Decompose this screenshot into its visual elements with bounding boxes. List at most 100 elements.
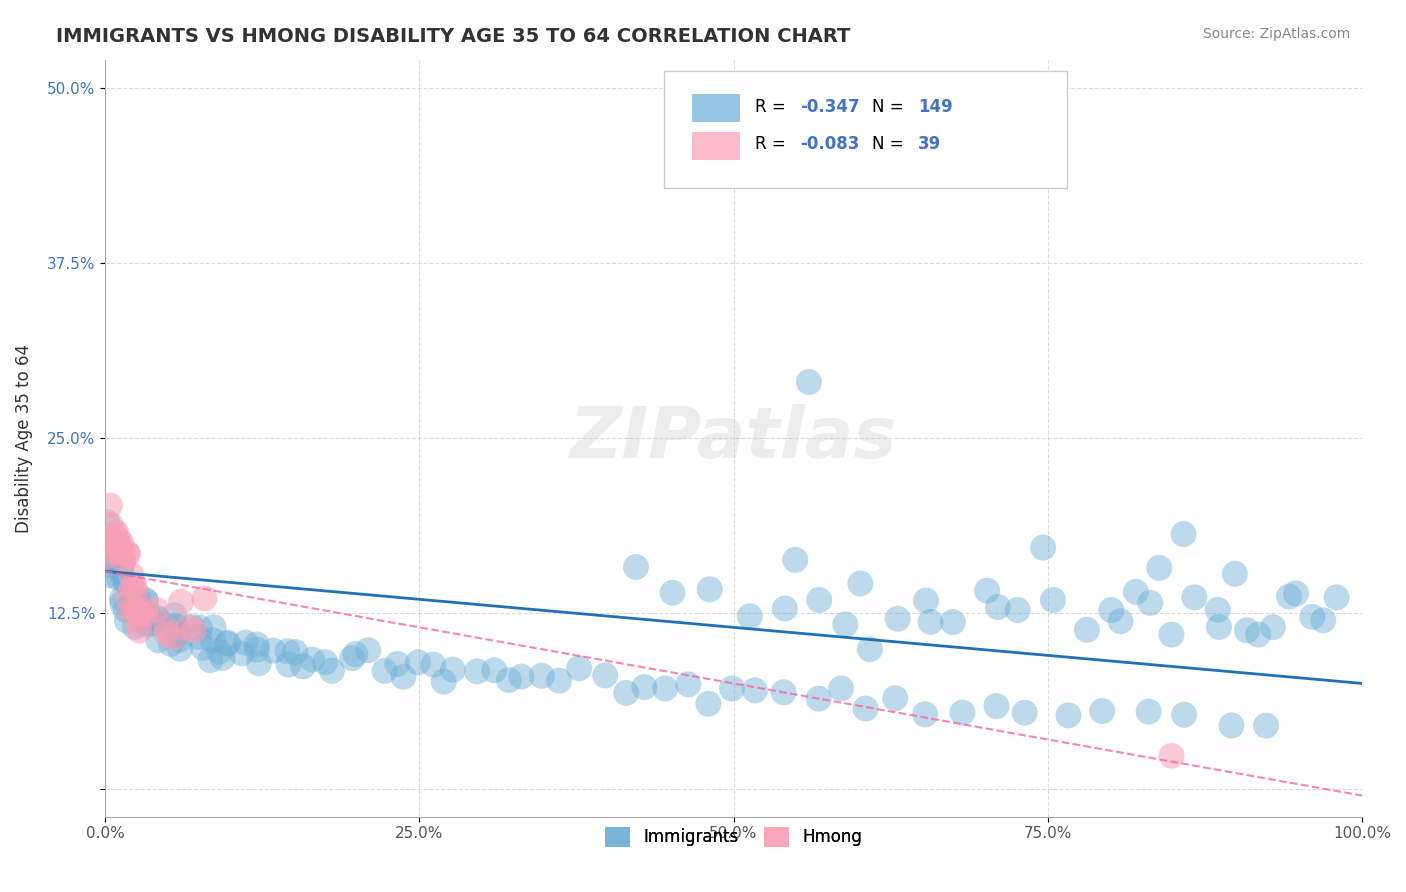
Point bbox=[169, 632, 191, 647]
Point bbox=[661, 586, 683, 600]
Point bbox=[1261, 620, 1284, 634]
Point bbox=[422, 657, 444, 672]
Text: 149: 149 bbox=[918, 97, 953, 116]
Point bbox=[111, 556, 134, 570]
Point bbox=[217, 637, 239, 651]
Point bbox=[98, 568, 121, 582]
Point bbox=[1149, 561, 1171, 575]
Point bbox=[246, 642, 269, 657]
Point bbox=[1139, 596, 1161, 610]
Point bbox=[530, 669, 553, 683]
Point bbox=[772, 685, 794, 699]
Point bbox=[129, 608, 152, 623]
Point bbox=[134, 607, 156, 622]
Point bbox=[284, 645, 307, 659]
Point bbox=[145, 603, 167, 617]
Point bbox=[1236, 624, 1258, 638]
Point bbox=[115, 575, 138, 590]
Point bbox=[100, 517, 122, 532]
Point bbox=[181, 620, 204, 634]
Point bbox=[183, 624, 205, 638]
Point bbox=[593, 668, 616, 682]
Point bbox=[314, 655, 336, 669]
Point bbox=[125, 584, 148, 599]
Point bbox=[135, 615, 157, 630]
Point bbox=[920, 615, 942, 629]
Point bbox=[170, 595, 193, 609]
Point bbox=[1301, 610, 1323, 624]
Point bbox=[135, 595, 157, 609]
Point bbox=[276, 644, 298, 658]
Point bbox=[344, 647, 367, 661]
FancyBboxPatch shape bbox=[692, 94, 740, 122]
Point bbox=[163, 608, 186, 623]
Point bbox=[148, 633, 170, 648]
FancyBboxPatch shape bbox=[665, 71, 1067, 188]
Point bbox=[125, 605, 148, 619]
Point bbox=[111, 596, 134, 610]
Point bbox=[135, 602, 157, 616]
Point bbox=[129, 600, 152, 615]
Point bbox=[387, 657, 409, 671]
Point bbox=[124, 605, 146, 619]
Point bbox=[1099, 603, 1122, 617]
Point bbox=[986, 699, 1008, 714]
Y-axis label: Disability Age 35 to 64: Disability Age 35 to 64 bbox=[15, 343, 32, 533]
Point bbox=[1109, 614, 1132, 628]
Point bbox=[797, 375, 820, 389]
Point bbox=[406, 655, 429, 669]
Point bbox=[162, 631, 184, 645]
Point bbox=[699, 582, 721, 597]
Point bbox=[807, 691, 830, 706]
Text: Source: ZipAtlas.com: Source: ZipAtlas.com bbox=[1202, 27, 1350, 41]
Point bbox=[120, 568, 142, 582]
Point bbox=[103, 535, 125, 549]
Point bbox=[357, 643, 380, 657]
Point bbox=[105, 545, 128, 559]
Point bbox=[548, 673, 571, 688]
Point bbox=[498, 673, 520, 687]
Point bbox=[155, 627, 177, 641]
Point bbox=[373, 664, 395, 678]
Point bbox=[114, 603, 136, 617]
Point bbox=[120, 597, 142, 611]
Point bbox=[107, 533, 129, 547]
Point bbox=[211, 650, 233, 665]
Point bbox=[262, 643, 284, 657]
Point bbox=[188, 621, 211, 635]
Point bbox=[301, 652, 323, 666]
Point bbox=[884, 691, 907, 706]
Point bbox=[1173, 527, 1195, 541]
Point bbox=[101, 539, 124, 553]
Point bbox=[128, 624, 150, 638]
Point bbox=[744, 683, 766, 698]
Point bbox=[1014, 706, 1036, 720]
Point bbox=[510, 670, 533, 684]
Point bbox=[291, 659, 314, 673]
Point bbox=[200, 653, 222, 667]
Point bbox=[98, 499, 121, 513]
Text: R =: R = bbox=[755, 136, 792, 153]
Point bbox=[1223, 566, 1246, 581]
Point bbox=[247, 657, 270, 671]
Point bbox=[169, 641, 191, 656]
Point bbox=[110, 536, 132, 550]
Point bbox=[785, 553, 807, 567]
Point bbox=[112, 546, 135, 560]
Point bbox=[166, 627, 188, 641]
Point bbox=[112, 553, 135, 567]
Point bbox=[104, 527, 127, 541]
Point bbox=[202, 620, 225, 634]
Point bbox=[1160, 627, 1182, 641]
Point bbox=[103, 554, 125, 568]
Point bbox=[107, 544, 129, 558]
Point bbox=[122, 599, 145, 614]
Point bbox=[104, 552, 127, 566]
Point bbox=[1206, 603, 1229, 617]
Point bbox=[117, 547, 139, 561]
Point bbox=[915, 593, 938, 607]
Point bbox=[124, 620, 146, 634]
Point bbox=[112, 572, 135, 586]
Legend: Immigrants, Hmong: Immigrants, Hmong bbox=[599, 820, 869, 854]
Point bbox=[1076, 623, 1098, 637]
